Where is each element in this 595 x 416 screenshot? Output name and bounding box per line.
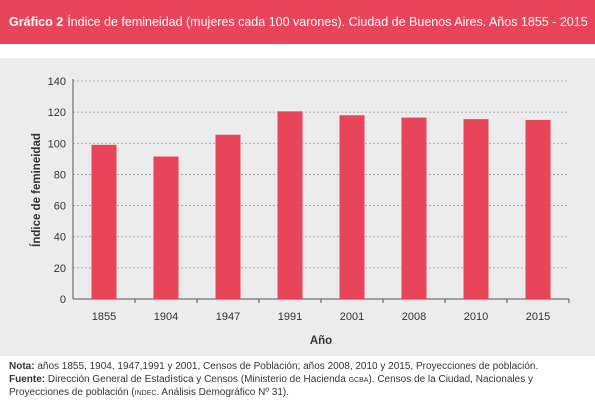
y-tick-label: 100: [48, 138, 66, 150]
y-tick-label: 60: [54, 201, 66, 213]
y-tick-label: 40: [54, 232, 66, 244]
x-tick-label: 2015: [526, 311, 550, 323]
source-text-2: ). Censos de la Ciudad, Nacionales y Pro…: [9, 373, 533, 399]
y-tick-label: 20: [54, 263, 66, 275]
chart-number: Gráfico 2: [9, 15, 64, 29]
chart-title: Índice de femineidad (mujeres cada 100 v…: [67, 15, 588, 29]
bar-chart: 0 20 40 60 80 100 120 140 1855 1904 1947 1991 2001 20…: [30, 76, 570, 347]
x-tick-label: 1947: [216, 311, 240, 323]
bar: [277, 111, 303, 299]
chart-notes: Nota: años 1855, 1904, 1947,1991 y 2001,…: [9, 361, 589, 401]
source-line: Fuente: Dirección General de Estadística…: [9, 374, 589, 401]
x-axis-title: Año: [310, 335, 332, 347]
chart-panel: 0 20 40 60 80 100 120 140 1855 1904 1947 1991 2001 20…: [0, 58, 595, 356]
bar: [91, 144, 117, 299]
bar: [153, 156, 179, 299]
source-text-3: . Análisis Demográfico Nº 31).: [156, 387, 290, 398]
bar: [463, 119, 489, 300]
source-indec: INDEC: [134, 390, 157, 397]
y-tick-label: 140: [48, 76, 66, 88]
x-tick-label: 2001: [340, 311, 364, 323]
y-tick-label: 80: [54, 169, 66, 181]
note-label: Nota:: [9, 361, 35, 372]
x-tick-label: 2010: [464, 311, 488, 323]
x-tick-label: 1991: [278, 311, 302, 323]
source-text-1: Dirección General de Estadística y Censo…: [47, 373, 346, 385]
bar: [401, 117, 427, 299]
x-tick-label: 1904: [154, 311, 178, 323]
x-tick-label: 2008: [402, 311, 426, 323]
chart-header: Gráfico 2 Índice de femineidad (mujeres …: [0, 0, 595, 44]
bar: [339, 115, 365, 299]
x-tick-label: 1855: [92, 311, 116, 323]
note-text: años 1855, 1904, 1947,1991 y 2001, Censo…: [37, 361, 539, 372]
bar: [215, 134, 241, 299]
source-gcba: GCBA: [348, 376, 369, 384]
note-line: Nota: años 1855, 1904, 1947,1991 y 2001,…: [9, 361, 589, 374]
source-label: Fuente:: [9, 373, 46, 385]
y-tick-label: 120: [48, 107, 66, 119]
bar: [525, 119, 551, 299]
y-tick-label: 0: [60, 294, 66, 306]
y-axis-title: Índice de femineidad: [30, 133, 43, 247]
